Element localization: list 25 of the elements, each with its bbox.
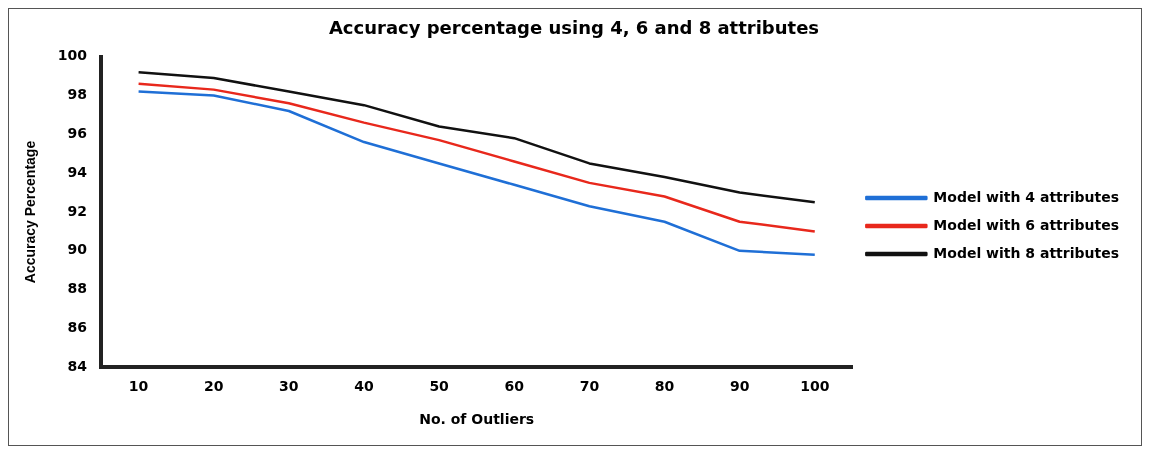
y-tick-label: 86 — [67, 319, 88, 336]
x-tick-label: 50 — [429, 378, 450, 395]
x-tick-label: 40 — [354, 378, 374, 395]
x-tick-label: 10 — [128, 378, 149, 395]
x-tick-label: 60 — [504, 378, 525, 395]
chart-title: Accuracy percentage using 4, 6 and 8 attributes — [328, 17, 820, 39]
y-tick-label: 84 — [67, 358, 88, 375]
x-tick-label: 100 — [800, 378, 830, 395]
legend-label: Model with 6 attributes — [933, 216, 1120, 233]
y-tick-label: 96 — [67, 124, 88, 141]
x-tick-label: 90 — [729, 378, 750, 395]
x-tick-label: 80 — [654, 378, 675, 395]
x-tick-label: 20 — [203, 378, 224, 395]
legend-label: Model with 8 attributes — [933, 244, 1120, 261]
y-tick-label: 88 — [67, 280, 88, 297]
x-axis-title: No. of Outliers — [419, 411, 535, 428]
y-tick-label: 98 — [67, 86, 88, 103]
y-tick-label: 92 — [67, 202, 88, 219]
y-tick-label: 94 — [67, 163, 88, 180]
y-axis-title: Accuracy Percentage — [22, 140, 39, 284]
y-tick-label: 90 — [67, 241, 88, 258]
x-tick-label: 30 — [279, 378, 299, 395]
y-tick-label: 100 — [57, 47, 88, 64]
x-tick-label: 70 — [579, 378, 600, 395]
legend-label: Model with 4 attributes — [933, 188, 1120, 205]
